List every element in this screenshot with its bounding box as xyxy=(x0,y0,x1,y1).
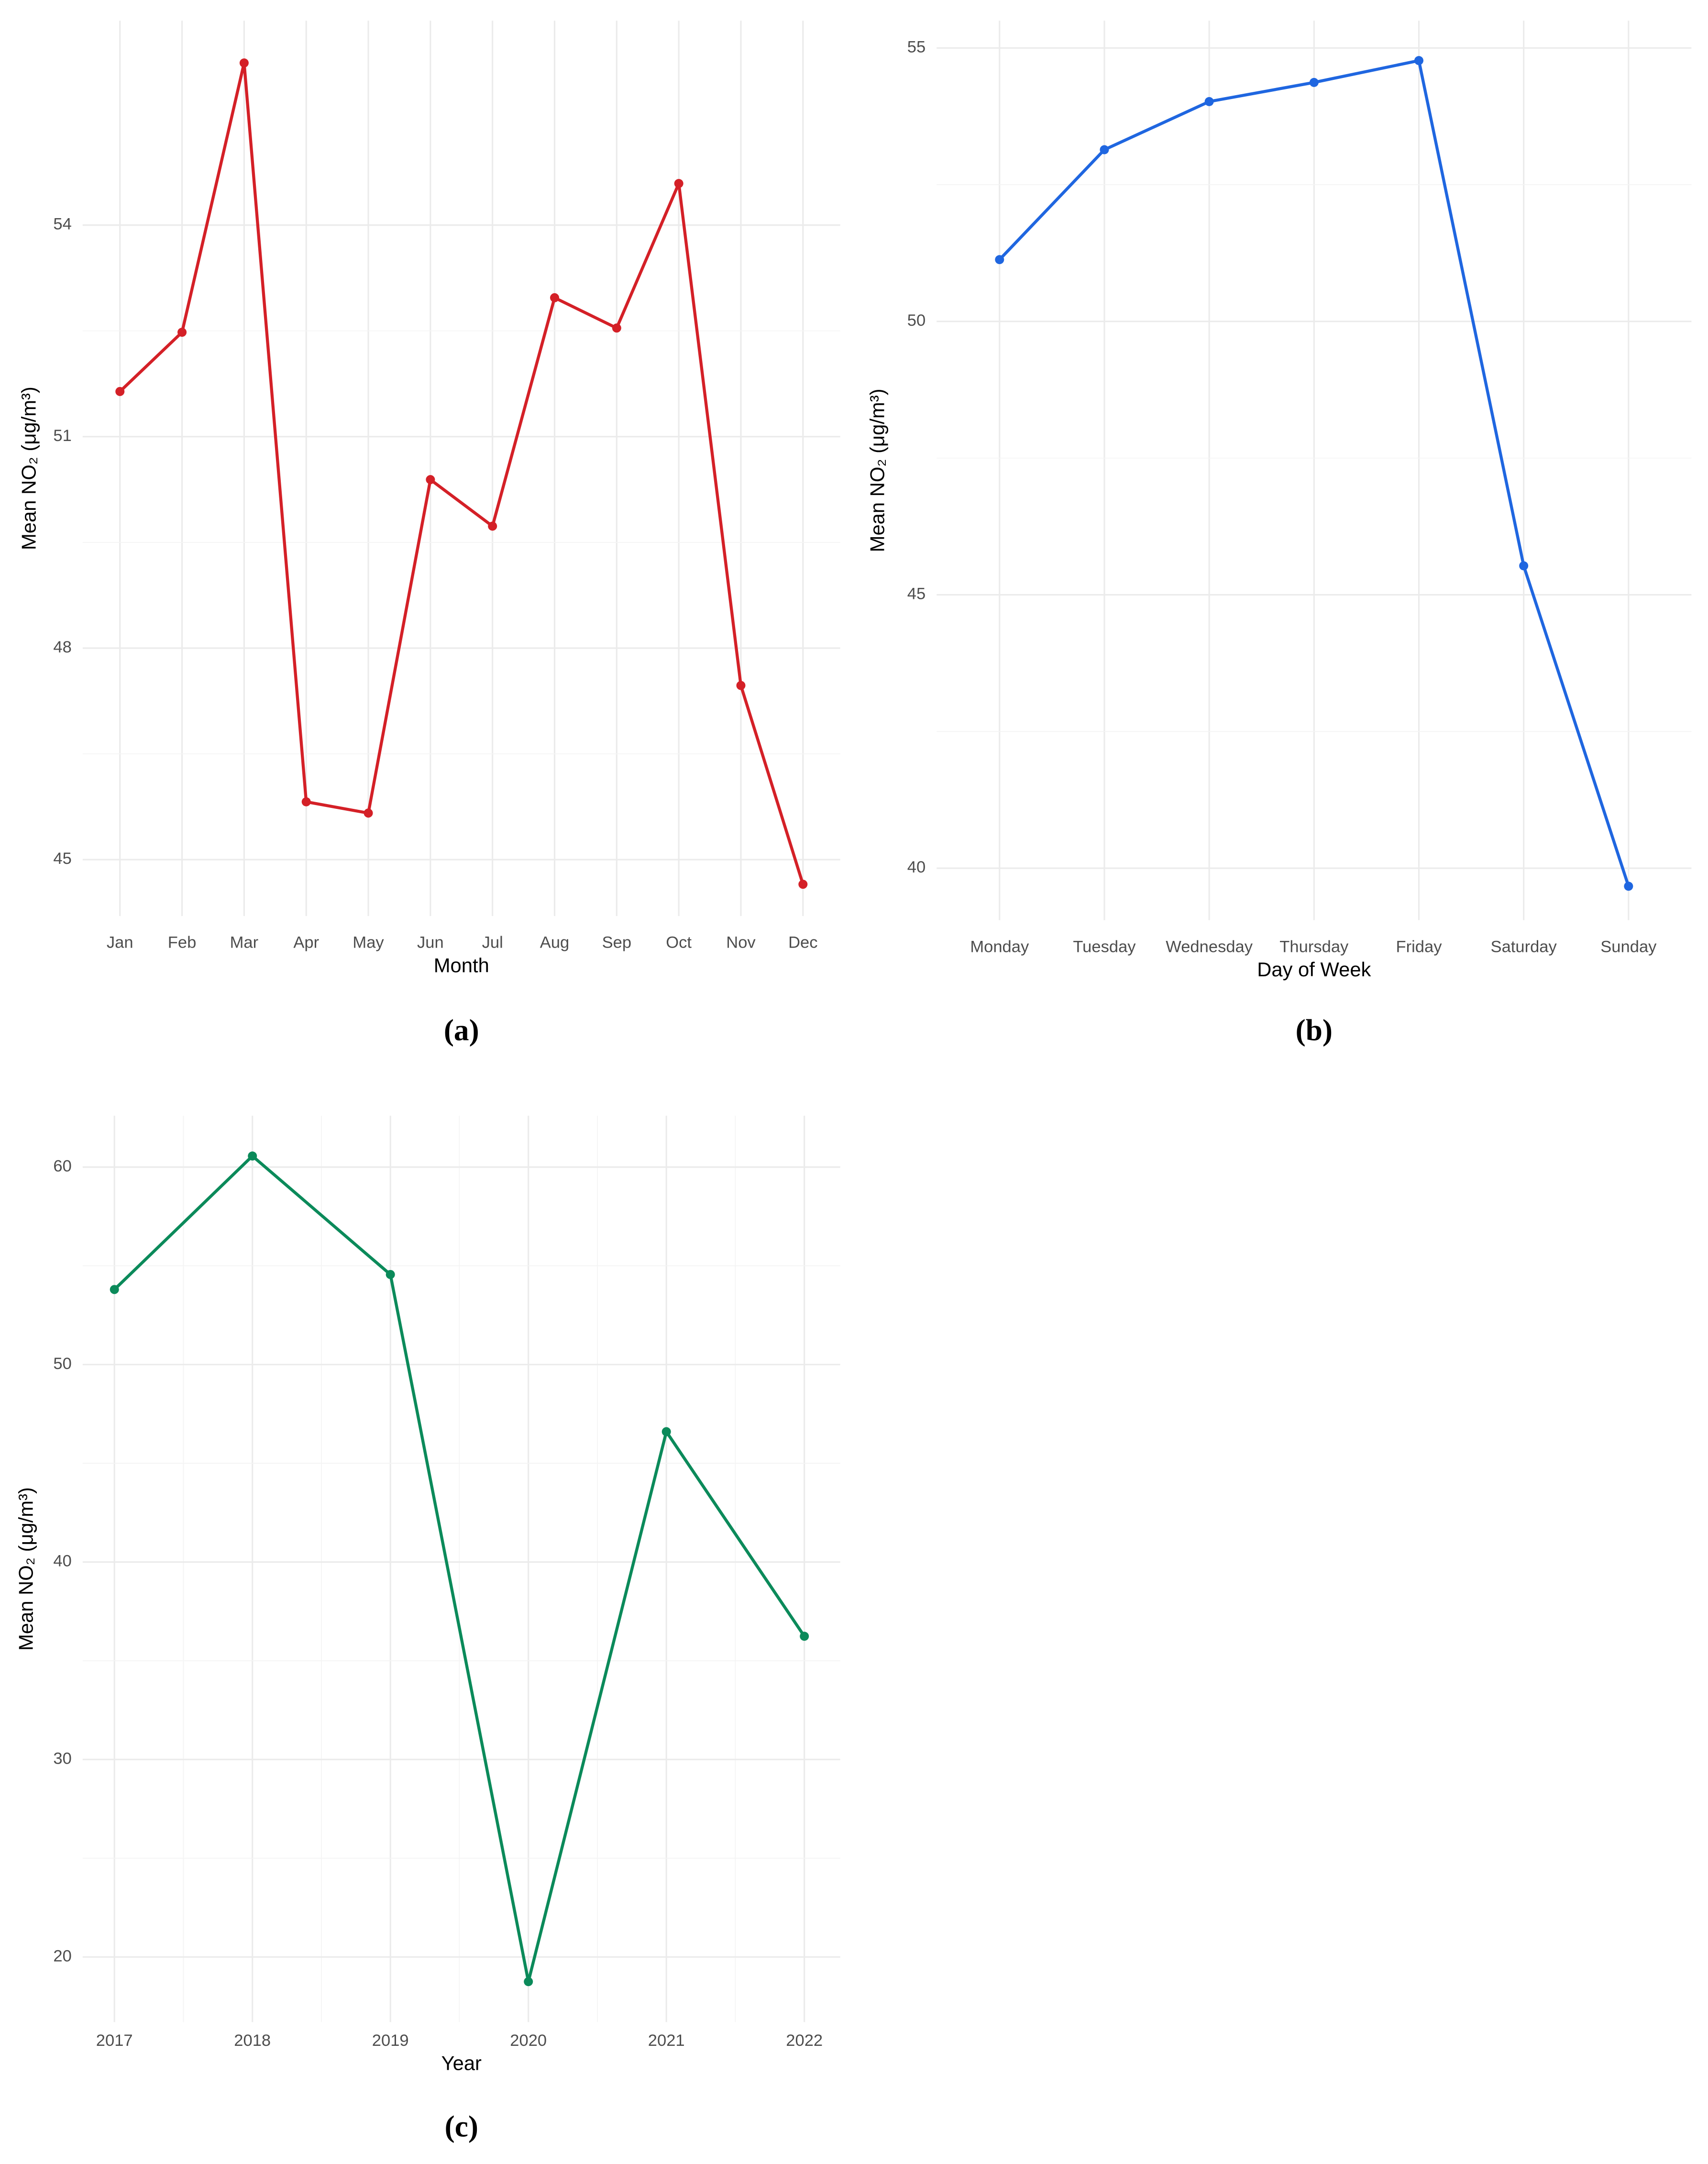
point xyxy=(661,1427,671,1436)
y-tick-label: 45 xyxy=(907,585,926,603)
x-tick-label: Friday xyxy=(1396,938,1443,956)
point xyxy=(239,58,249,68)
point xyxy=(386,1270,395,1279)
point xyxy=(736,681,746,690)
point xyxy=(1204,97,1214,106)
y-axis-title: Mean NO₂ (μg/m³) xyxy=(866,389,888,552)
x-tick-label: Wednesday xyxy=(1166,938,1253,956)
y-tick-label: 40 xyxy=(53,1552,71,1570)
x-tick-label: Nov xyxy=(726,934,756,952)
x-tick-label: Sep xyxy=(602,934,631,952)
point xyxy=(1100,145,1109,155)
x-axis-title: Day of Week xyxy=(1257,958,1371,981)
x-tick-label: Jun xyxy=(417,934,444,952)
y-tick-label: 45 xyxy=(53,850,71,868)
y-tick-label: 60 xyxy=(53,1157,71,1175)
x-tick-label: Monday xyxy=(970,938,1029,956)
point xyxy=(1309,77,1319,87)
point xyxy=(612,323,621,333)
point xyxy=(177,328,187,337)
point xyxy=(1414,56,1423,66)
point xyxy=(488,521,497,531)
point xyxy=(248,1151,257,1161)
x-tick-label: 2017 xyxy=(96,2032,133,2050)
x-axis-title: Year xyxy=(441,2052,482,2075)
x-tick-label: 2021 xyxy=(648,2032,685,2050)
x-tick-label: Jan xyxy=(107,934,133,952)
point xyxy=(364,808,373,818)
panel-label: (c) xyxy=(445,2110,478,2143)
y-tick-label: 40 xyxy=(907,858,926,876)
x-tick-label: Oct xyxy=(666,934,692,952)
y-tick-label: 48 xyxy=(53,638,71,656)
x-tick-label: Jul xyxy=(482,934,503,952)
point xyxy=(674,179,683,188)
point xyxy=(1519,561,1529,571)
x-tick-label: 2019 xyxy=(372,2032,409,2050)
x-tick-label: Apr xyxy=(293,934,319,952)
point xyxy=(301,797,311,806)
line xyxy=(119,61,804,885)
y-tick-label: 30 xyxy=(53,1749,71,1767)
point xyxy=(110,1285,119,1294)
point xyxy=(426,475,435,485)
point xyxy=(1624,882,1633,891)
x-tick-label: 2018 xyxy=(234,2032,271,2050)
x-tick-label: Mar xyxy=(230,934,259,952)
x-tick-label: Feb xyxy=(168,934,197,952)
y-tick-label: 50 xyxy=(907,311,926,330)
x-tick-label: Saturday xyxy=(1491,938,1557,956)
point xyxy=(800,1632,809,1641)
x-tick-label: May xyxy=(353,934,384,952)
y-tick-label: 54 xyxy=(53,215,71,233)
point xyxy=(995,255,1004,265)
x-tick-label: Tuesday xyxy=(1073,938,1136,956)
y-tick-label: 55 xyxy=(907,38,926,56)
x-axis-title: Month xyxy=(434,954,489,977)
x-tick-label: 2022 xyxy=(786,2032,823,2050)
x-tick-label: 2020 xyxy=(510,2032,547,2050)
line xyxy=(113,1154,806,1983)
y-tick-label: 51 xyxy=(53,427,71,445)
y-axis-title: Mean NO₂ (μg/m³) xyxy=(15,1487,37,1651)
point xyxy=(550,293,560,302)
y-tick-label: 20 xyxy=(53,1947,71,1965)
x-tick-label: Sunday xyxy=(1600,938,1657,956)
x-tick-label: Dec xyxy=(788,934,817,952)
y-tick-label: 50 xyxy=(53,1355,71,1373)
panel-label: (b) xyxy=(1296,1013,1333,1047)
point xyxy=(115,386,125,396)
point xyxy=(798,880,808,889)
x-tick-label: Aug xyxy=(540,934,569,952)
panel-label: (a) xyxy=(444,1013,479,1047)
x-tick-label: Thursday xyxy=(1279,938,1349,956)
point xyxy=(524,1977,533,1987)
y-axis-title: Mean NO₂ (μg/m³) xyxy=(17,386,40,550)
